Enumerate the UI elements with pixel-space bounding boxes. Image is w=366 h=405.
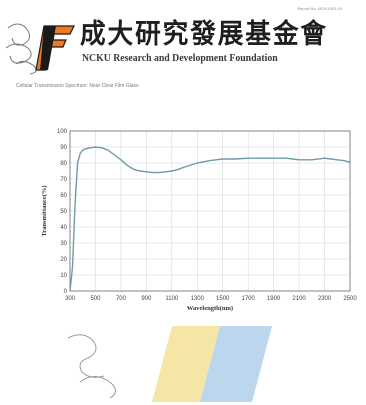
x-tick-label: 1700	[242, 296, 256, 302]
x-tick-labels: 300 500 700 900 1100 1300 1500 1700 1900 2100 2300…	[65, 296, 357, 302]
document-number: Report No. NCKU-RD-19	[297, 6, 342, 11]
y-tick-label: 90	[60, 145, 67, 151]
x-tick-label: 2100	[292, 296, 306, 302]
plot-frame	[69, 130, 351, 292]
x-tick-label: 1900	[267, 296, 281, 302]
y-tick-label: 60	[60, 193, 67, 199]
transmittance-series-line	[69, 146, 351, 292]
foundation-english-name: NCKU Research and Development Foundation	[82, 53, 278, 64]
y-tick-label: 70	[60, 177, 67, 183]
y-tick-label: 50	[60, 209, 67, 215]
spectrum-caption: Cellular Transmission Spectrum: Near Cle…	[16, 83, 139, 89]
x-tick-label: 1100	[165, 296, 179, 302]
x-tick-label: 1300	[191, 296, 205, 302]
x-axis-title: Wavelength(nm)	[187, 305, 233, 312]
y-tick-label: 0	[64, 289, 68, 295]
y-tick-label: 20	[60, 257, 67, 263]
y-tick-label: 80	[60, 161, 67, 167]
x-tick-label: 900	[141, 296, 152, 302]
y-tick-label: 30	[60, 241, 67, 247]
y-tick-label: 100	[57, 129, 68, 135]
y-tick-labels: 0 10 20 30 40 50 60 70 80 90 100	[57, 129, 68, 295]
chart-gridlines	[69, 130, 351, 292]
x-tick-label: 700	[116, 296, 127, 302]
y-tick-label: 40	[60, 225, 67, 231]
x-tick-label: 2300	[318, 296, 332, 302]
footer-decoration	[67, 326, 272, 402]
x-tick-label: 2500	[343, 296, 357, 302]
y-axis-title: Transmittance(%)	[41, 185, 48, 236]
x-tick-label: 500	[90, 296, 101, 302]
x-tick-label: 1500	[216, 296, 230, 302]
y-tick-label: 10	[60, 273, 67, 279]
blue-stripe	[200, 326, 272, 402]
yellow-stripe	[152, 326, 220, 402]
x-tick-label: 300	[65, 296, 76, 302]
foundation-logo	[5, 23, 75, 75]
foundation-chinese-name: 成大研究發展基金會	[80, 19, 328, 50]
